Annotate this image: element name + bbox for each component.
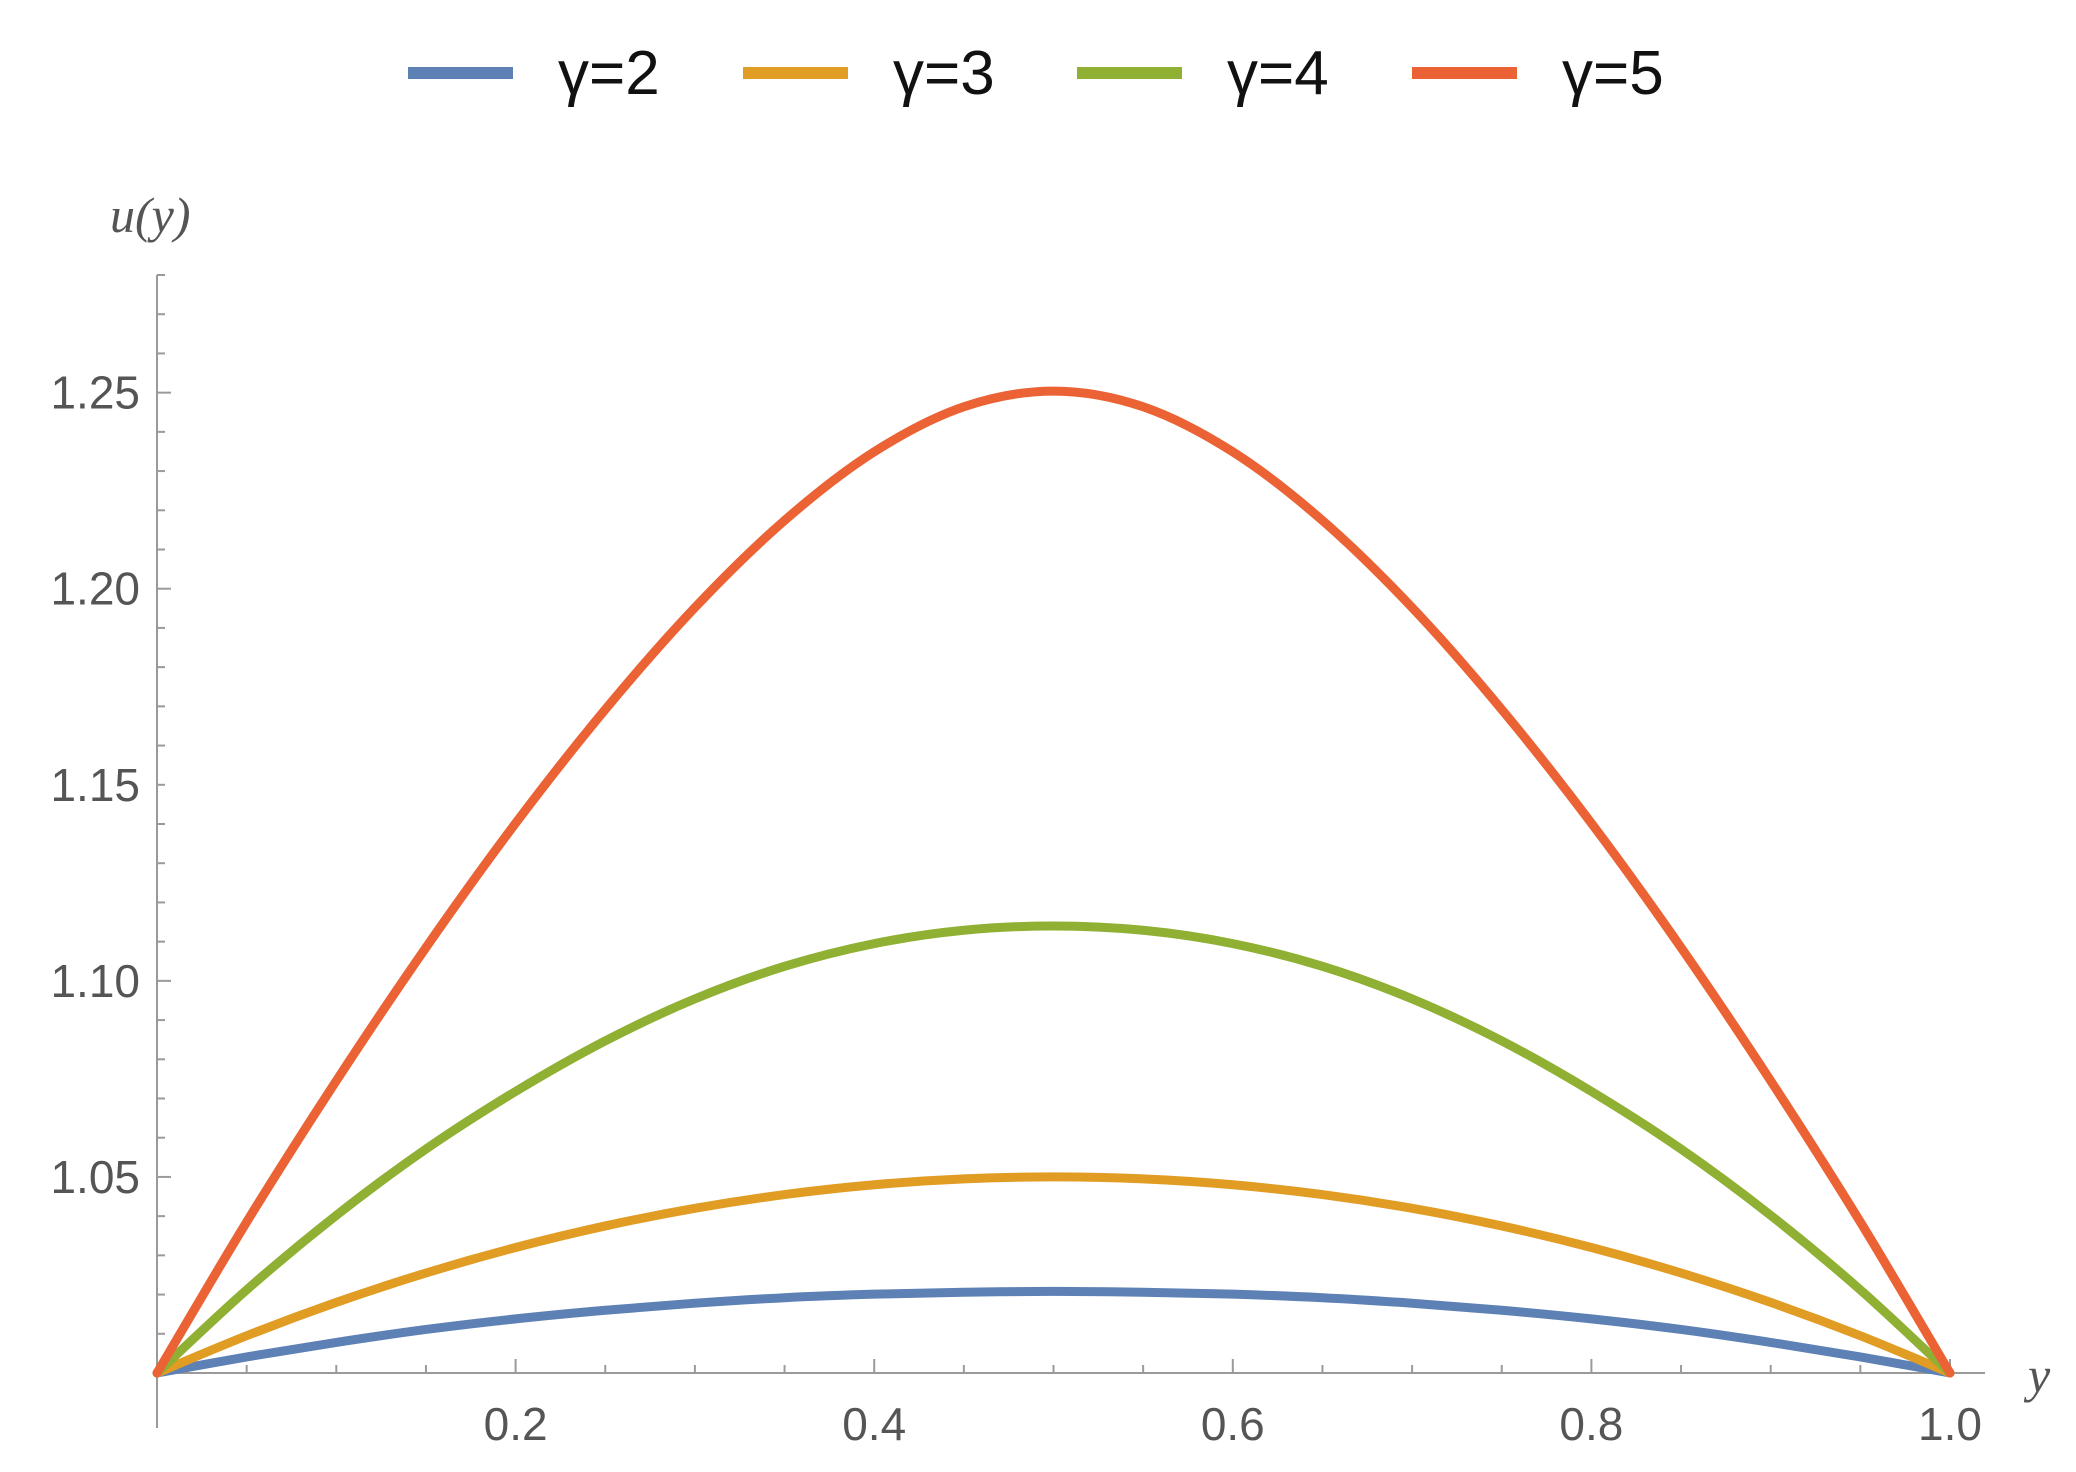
series-line-2 xyxy=(152,1172,1955,1378)
y-tick-label: 1.15 xyxy=(50,759,140,811)
y-tick-label: 1.25 xyxy=(50,367,140,419)
series-line-1 xyxy=(152,1286,1955,1378)
legend: γ=2 γ=3 γ=4 γ=5 xyxy=(408,39,1664,108)
x-axis-title: y xyxy=(2023,1347,2051,1403)
y-axis-title: u(y) xyxy=(110,187,191,243)
x-tick-label: 0.6 xyxy=(1201,1398,1265,1450)
x-tick-label: 0.8 xyxy=(1559,1398,1623,1450)
legend-label: γ=2 xyxy=(558,39,660,108)
y-tick-label: 1.20 xyxy=(50,563,140,615)
y-tick-label: 1.10 xyxy=(50,955,140,1007)
legend-label: γ=3 xyxy=(893,39,995,108)
axes: 0.2 0.4 0.6 0.8 1.0 1.05 1.10 1.15 1.20 1.25 u(y… xyxy=(50,187,2051,1450)
x-tick-label: 0.4 xyxy=(842,1398,906,1450)
series-line-3 xyxy=(152,921,1955,1378)
legend-label: γ=4 xyxy=(1227,39,1329,108)
y-tick-label: 1.05 xyxy=(50,1151,140,1203)
y-ticks: 1.05 1.10 1.15 1.20 1.25 xyxy=(50,274,171,1335)
x-ticks: 0.2 0.4 0.6 0.8 1.0 xyxy=(245,1359,1982,1450)
legend-label: γ=5 xyxy=(1562,39,1664,108)
series-line-4 xyxy=(152,386,1955,1378)
x-tick-label: 0.2 xyxy=(484,1398,548,1450)
plot-series xyxy=(152,386,1955,1378)
x-tick-label: 1.0 xyxy=(1918,1398,1982,1450)
